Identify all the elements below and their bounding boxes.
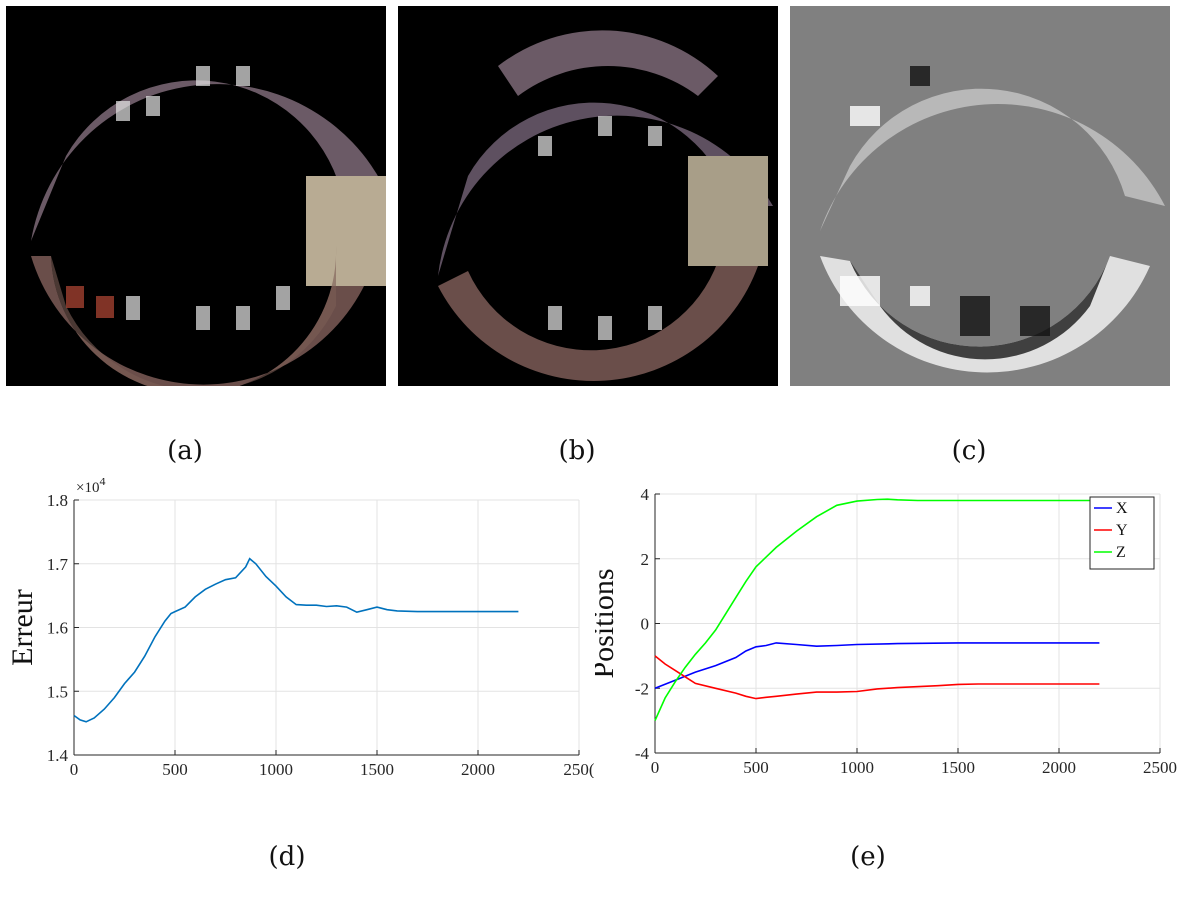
series-line-y (654, 655, 1100, 700)
x-tick-label: 2000 (1042, 758, 1076, 777)
x-tick-label: 0 (70, 760, 79, 778)
fisheye-photo-b (438, 30, 773, 381)
y-tick-label: 1.8 (47, 491, 68, 510)
fisheye-photo-a (31, 66, 386, 386)
y-axis-label: Erreur (6, 589, 39, 666)
y-tick-label: 4 (641, 485, 650, 504)
y-tick-label: -2 (635, 679, 649, 698)
y-tick-label: 1.5 (47, 682, 68, 701)
caption-d: (d) (268, 842, 306, 872)
caption-e: (e) (850, 842, 886, 872)
difference-image-c (790, 6, 1170, 386)
caption-b: (b) (558, 436, 596, 466)
x-tick-label: 250( (563, 760, 595, 778)
legend-box (1089, 496, 1155, 570)
caption-c: (c) (951, 436, 987, 466)
y-tick-label: 2 (641, 550, 650, 569)
x-tick-label: 500 (743, 758, 769, 777)
axis-multiplier-base: ×10 (76, 480, 99, 496)
caption-a: (a) (167, 436, 203, 466)
axis-multiplier: ×104 (76, 478, 105, 496)
x-tick-label: 0 (651, 758, 660, 777)
series-line-x (654, 642, 1100, 690)
error-map-c (820, 66, 1165, 373)
panorama-image-b (398, 6, 778, 386)
x-tick-label: 1000 (259, 760, 293, 778)
legend-label: Z (1116, 544, 1126, 561)
legend-label: X (1116, 500, 1128, 517)
y-axis-label: Positions (595, 568, 620, 678)
series-line-z (654, 498, 1100, 721)
x-tick-label: 1000 (840, 758, 874, 777)
y-tick-label: 1.7 (47, 555, 69, 574)
panorama-image-a (6, 6, 386, 386)
x-tick-label: 2000 (461, 760, 495, 778)
x-tick-label: 1500 (360, 760, 394, 778)
x-tick-label: 2500 (1143, 758, 1177, 777)
y-tick-label: -4 (635, 744, 650, 763)
axis-multiplier-exponent: 4 (99, 478, 105, 488)
legend-label: Y (1116, 522, 1128, 539)
positions-chart: 0 500 1000 1500 2000 2500 -4 -2 0 2 4 Itérations Pos… (595, 485, 1177, 778)
y-tick-label: 1.6 (47, 619, 68, 638)
error-chart: 0500100015002000250(1.41.51.61.71.8Itéra… (6, 478, 595, 778)
y-tick-label: 1.4 (47, 746, 69, 765)
y-tick-label: 0 (641, 615, 650, 634)
x-axis-label: Itérations (851, 777, 964, 778)
x-tick-label: 1500 (941, 758, 975, 777)
x-tick-label: 500 (162, 760, 188, 778)
series-line-0 (73, 557, 519, 723)
